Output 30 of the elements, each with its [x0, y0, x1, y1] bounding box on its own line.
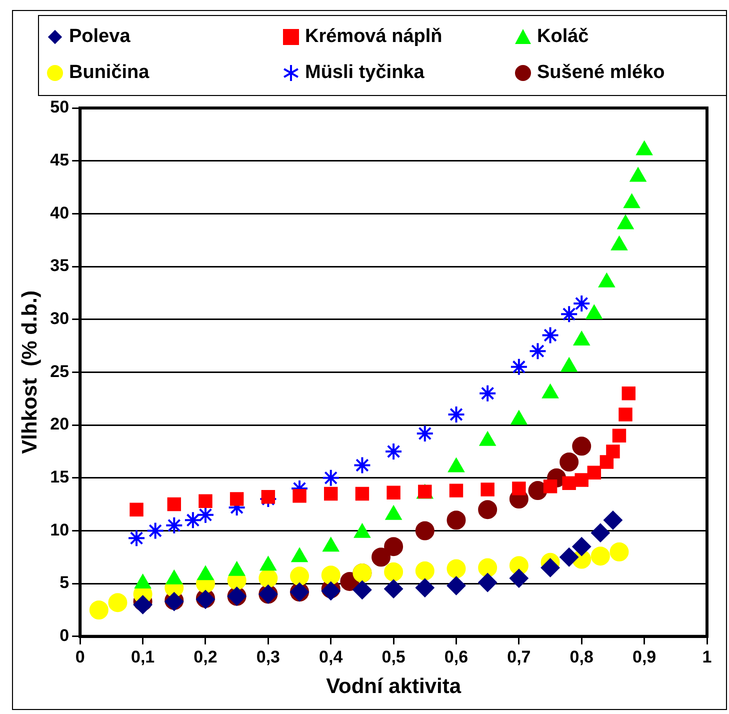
x-tick-label: 0,9 [632, 647, 656, 666]
legend-label: Krémová náplň [305, 26, 442, 48]
legend-label: Koláč [537, 26, 589, 48]
x-tick-label: 0 [75, 647, 85, 666]
y-tick-label: 25 [50, 362, 70, 381]
y-tick-label: 0 [60, 626, 70, 646]
y-tick-label: 10 [50, 520, 70, 540]
x-tick-label: 0,1 [130, 647, 155, 666]
x-tick-label: 0,7 [507, 647, 531, 666]
x-tick-label: 0,4 [319, 647, 344, 666]
y-tick-label: 5 [60, 573, 70, 592]
x-tick-label: 0,2 [194, 647, 218, 666]
x-tick-label: 0,3 [256, 647, 280, 666]
y-axis-title: Vlhkost (% d.b.) [18, 290, 42, 454]
x-tick-label: 0,5 [382, 647, 406, 666]
y-tick-label: 20 [50, 414, 70, 434]
y-tick-label: 35 [50, 256, 70, 276]
legend-label: Sušené mléko [537, 62, 665, 84]
x-tick-label: 1 [702, 647, 712, 666]
y-tick-label: 30 [50, 309, 70, 328]
x-tick-label: 0,8 [570, 647, 594, 666]
legend-label: Buničina [69, 62, 150, 84]
y-tick-label: 45 [50, 150, 70, 170]
legend-label: Poleva [69, 26, 130, 48]
legend-label: Müsli tyčinka [305, 62, 424, 84]
y-tick-label: 50 [50, 98, 70, 117]
x-tick-label: 0,6 [444, 647, 468, 666]
y-tick-label: 15 [50, 468, 70, 487]
y-tick-label: 40 [50, 203, 70, 222]
x-axis-title: Vodní aktivita [326, 675, 462, 698]
